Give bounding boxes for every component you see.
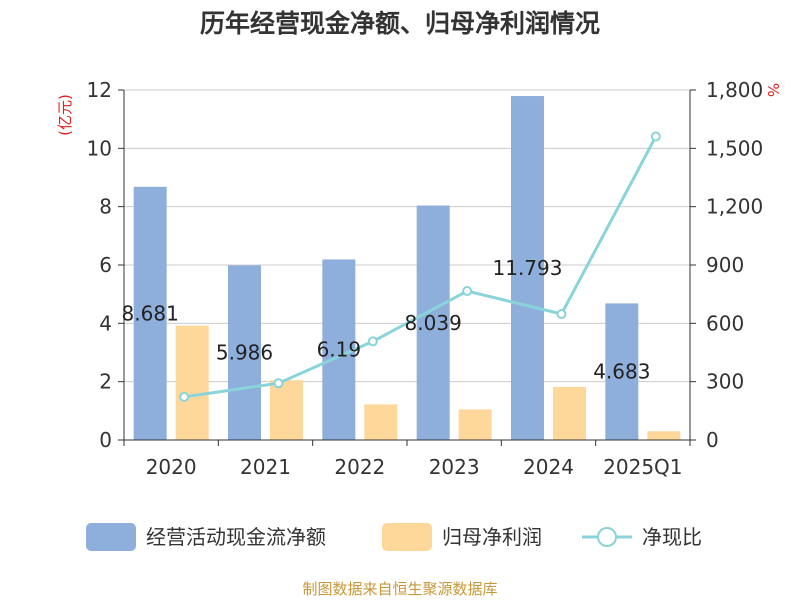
left-tick-label: 0 xyxy=(99,428,112,452)
x-tick-label: 2023 xyxy=(429,455,480,479)
x-tick-label: 2021 xyxy=(240,455,291,479)
right-tick-label: 0 xyxy=(706,428,719,452)
data-label: 8.039 xyxy=(405,311,462,335)
right-axis-unit: % xyxy=(764,83,782,97)
legend-swatch xyxy=(382,523,432,551)
x-tick-label: 2025Q1 xyxy=(603,455,682,479)
data-labels: 8.681 5.986 6.19 8.039 11.793 4.683 xyxy=(122,256,651,384)
legend-marker xyxy=(597,527,617,547)
left-tick-label: 2 xyxy=(99,370,112,394)
legend-label: 归母净利润 xyxy=(442,525,542,549)
bar xyxy=(270,380,303,440)
line-point xyxy=(462,286,473,297)
data-label: 11.793 xyxy=(493,256,563,280)
bar xyxy=(228,265,261,440)
legend: 经营活动现金流净额 归母净利润 净现比 xyxy=(86,523,702,551)
data-label: 4.683 xyxy=(593,360,650,384)
data-label: 8.681 xyxy=(122,301,179,325)
line-point xyxy=(179,391,190,402)
left-tick-label: 10 xyxy=(87,136,112,160)
line-point xyxy=(556,309,567,319)
line-series xyxy=(179,131,661,402)
right-tick-label: 900 xyxy=(706,253,744,277)
right-tick-label: 600 xyxy=(706,311,744,335)
legend-swatch xyxy=(86,523,136,551)
left-tick-label: 8 xyxy=(99,195,112,219)
right-tick-label: 300 xyxy=(706,370,744,394)
right-tick-label: 1,200 xyxy=(706,195,763,219)
left-tick-label: 6 xyxy=(99,253,112,277)
left-tick-label: 4 xyxy=(99,311,112,335)
right-tick-label: 1,800 xyxy=(706,78,763,102)
bar xyxy=(511,96,544,440)
bar xyxy=(322,259,356,440)
right-tick-label: 1,500 xyxy=(706,136,763,160)
legend-label: 经营活动现金流净额 xyxy=(146,525,326,549)
line-point xyxy=(650,131,661,142)
axes: 0 2 4 6 8 10 12 0 300 600 900 1,200 1,500 1,800 2020 20… xyxy=(87,78,764,479)
bar xyxy=(458,409,492,440)
grid-lines xyxy=(124,89,690,383)
x-tick-label: 2022 xyxy=(334,455,385,479)
x-tick-label: 2024 xyxy=(523,455,574,479)
x-tick-label: 2020 xyxy=(146,455,197,479)
left-axis-unit: (亿元) xyxy=(56,94,74,136)
chart-title: 历年经营现金净额、归母净利润情况 xyxy=(200,9,600,38)
bar xyxy=(553,386,586,440)
legend-label: 净现比 xyxy=(642,525,702,549)
line-point xyxy=(367,336,378,347)
bar-series xyxy=(133,96,681,440)
bar xyxy=(647,431,681,440)
bar xyxy=(416,205,450,440)
data-label: 5.986 xyxy=(216,341,273,365)
line-point xyxy=(273,378,284,389)
bar xyxy=(175,325,209,440)
bar xyxy=(364,404,398,440)
bar xyxy=(605,303,639,440)
data-label: 6.19 xyxy=(317,338,362,362)
bar xyxy=(133,186,167,440)
data-source: 制图数据来自恒生聚源数据库 xyxy=(302,580,497,598)
line-path xyxy=(183,135,658,399)
left-tick-label: 12 xyxy=(87,78,112,102)
